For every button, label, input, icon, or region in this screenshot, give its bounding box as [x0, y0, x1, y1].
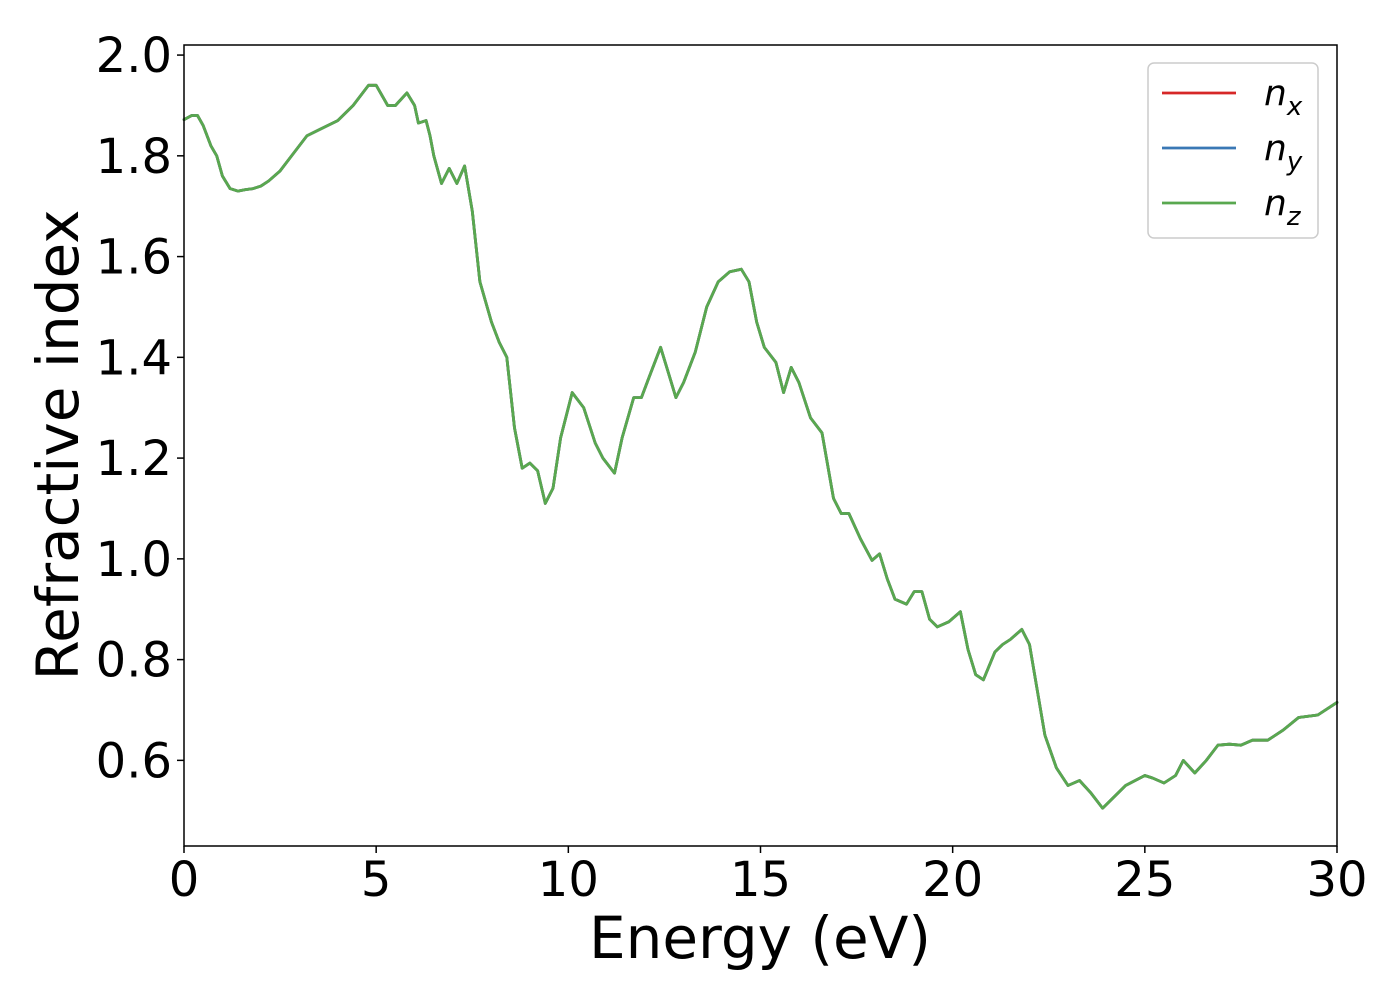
x-tick-label: 5	[361, 852, 392, 908]
x-tick-label: 30	[1306, 852, 1367, 908]
y-axis-ticks: 0.6 0.8 1.0 1.2 1.4 1.6 1.8 2.0	[96, 28, 184, 789]
y-tick-label: 1.8	[96, 129, 172, 185]
series-layer	[182, 83, 1339, 810]
x-axis-ticks: 0 5 10 15 20 25 30	[169, 846, 1368, 908]
y-tick-label: 0.8	[96, 633, 172, 689]
x-tick-label: 10	[538, 852, 599, 908]
series-line-nz	[182, 83, 1339, 810]
y-tick-label: 1.4	[96, 330, 172, 386]
y-tick-label: 1.0	[96, 532, 172, 588]
x-tick-label: 20	[922, 852, 983, 908]
x-tick-label: 0	[169, 852, 200, 908]
y-tick-label: 1.6	[96, 230, 172, 286]
x-tick-label: 25	[1114, 852, 1175, 908]
y-axis-label: Refractive index	[24, 209, 92, 680]
x-axis-label: Energy (eV)	[589, 904, 931, 972]
y-tick-label: 2.0	[96, 28, 172, 84]
x-tick-label: 15	[730, 852, 791, 908]
y-tick-label: 0.6	[96, 733, 172, 789]
y-tick-label: 1.2	[96, 431, 172, 487]
legend-box	[1147, 62, 1319, 239]
